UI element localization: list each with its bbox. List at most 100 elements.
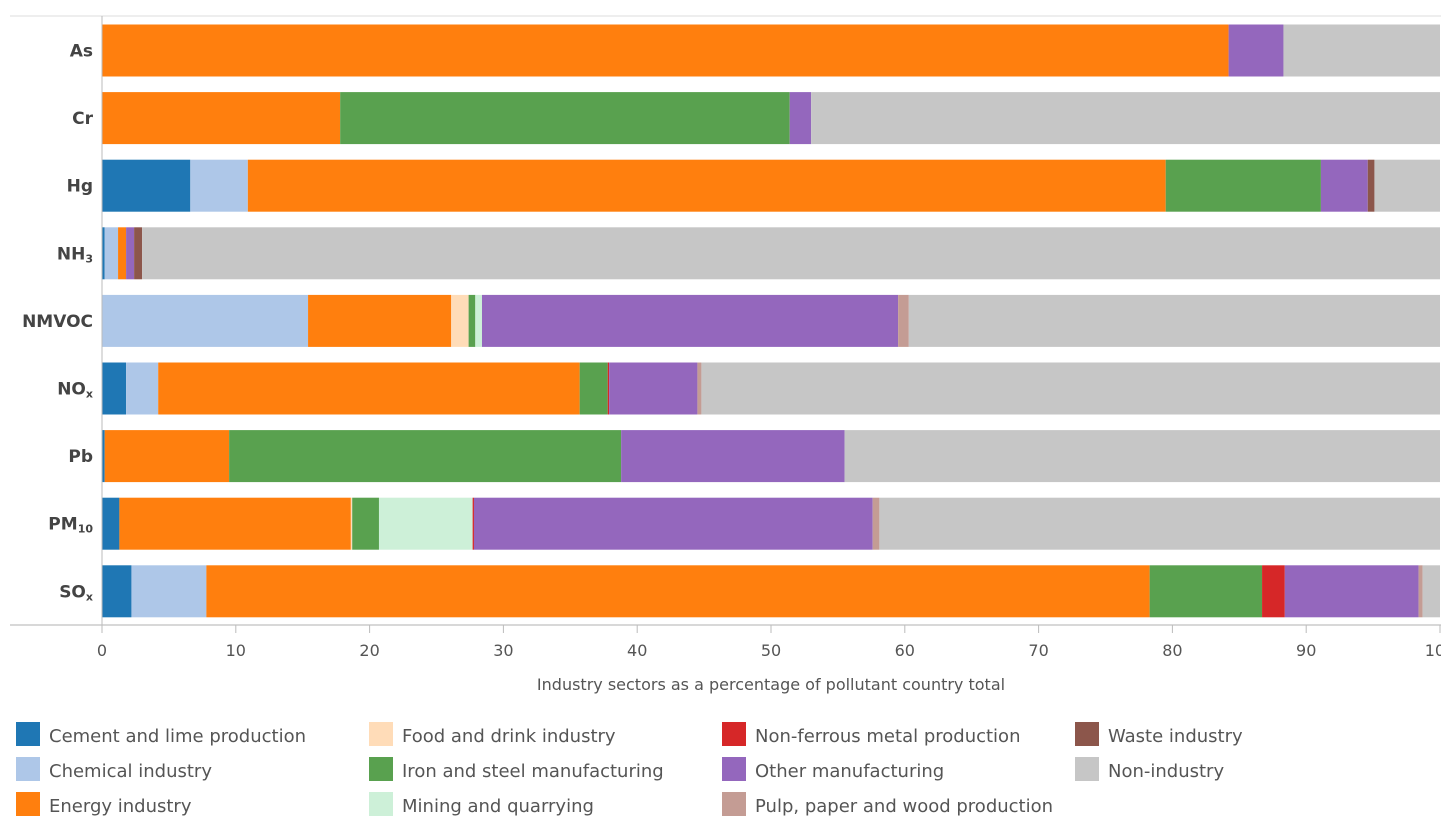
bar-segment — [158, 362, 580, 415]
x-tick-label: 90 — [1296, 641, 1316, 660]
bar-segment — [1320, 159, 1368, 212]
x-axis-ticks: 0 10 20 30 40 50 60 70 80 90 100 — [97, 625, 1441, 660]
bar-segment — [468, 294, 476, 347]
legend-swatch — [369, 792, 393, 816]
legend-swatch — [16, 722, 40, 746]
category-label: SOx — [59, 582, 93, 603]
bar-segment — [102, 159, 191, 212]
x-tick-label: 100 — [1425, 641, 1441, 660]
legend-label: Waste industry — [1108, 726, 1243, 747]
category-label: PM10 — [48, 515, 93, 536]
bar-segment — [350, 497, 353, 550]
bar-segment — [126, 227, 135, 280]
category-label: NH3 — [57, 244, 93, 265]
category-label-subscript: 10 — [78, 523, 94, 536]
category-label-subscript: x — [86, 590, 93, 603]
x-tick-label: 40 — [627, 641, 647, 660]
bar-segment — [229, 430, 622, 483]
bars-group — [102, 24, 1440, 618]
x-tick-label: 60 — [895, 641, 915, 660]
bar-segment — [118, 227, 127, 280]
legend-swatch — [722, 757, 746, 781]
bar-segment — [621, 430, 845, 483]
bar-segment — [102, 497, 120, 550]
bar-segment — [1374, 159, 1440, 212]
bar-segment — [102, 362, 127, 415]
legend-label: Iron and steel manufacturing — [402, 761, 664, 782]
category-label-subscript: x — [86, 388, 93, 401]
bar-segment — [104, 430, 230, 483]
bar-segment — [1262, 565, 1285, 618]
bar-segment — [473, 497, 873, 550]
bar-segment — [134, 227, 143, 280]
bar-segment — [872, 497, 880, 550]
legend-label: Non-ferrous metal production — [755, 726, 1020, 747]
category-label: Pb — [68, 447, 93, 467]
legend-label: Mining and quarrying — [402, 796, 594, 817]
bar-segment — [481, 294, 899, 347]
category-labels: As Cr Hg NH3 NMVOC NOx Pb PM10 SOx — [22, 42, 94, 604]
legend-swatch — [369, 757, 393, 781]
bar-segment — [247, 159, 1166, 212]
bar-segment — [1422, 565, 1440, 618]
bar-segment — [1367, 159, 1375, 212]
legend: Cement and lime production Chemical indus… — [16, 722, 1243, 817]
bar-segment — [472, 497, 474, 550]
bar-segment — [308, 294, 452, 347]
x-tick-label: 10 — [226, 641, 246, 660]
category-label: NOx — [57, 380, 93, 401]
bar-segment — [879, 497, 1440, 550]
bar-segment — [352, 497, 379, 550]
legend-label: Non-industry — [1108, 761, 1224, 782]
x-tick-label: 80 — [1162, 641, 1182, 660]
bar-segment — [102, 294, 309, 347]
legend-swatch — [722, 792, 746, 816]
x-tick-label: 50 — [761, 641, 781, 660]
bar-segment — [102, 565, 132, 618]
legend-label: Pulp, paper and wood production — [755, 796, 1053, 817]
legend-swatch — [16, 792, 40, 816]
bar-segment — [1283, 24, 1440, 77]
bar-segment — [1284, 565, 1419, 618]
bar-segment — [898, 294, 909, 347]
bar-segment — [206, 565, 1150, 618]
legend-swatch — [369, 722, 393, 746]
x-axis-title: Industry sectors as a percentage of poll… — [537, 675, 1005, 694]
bar-segment — [102, 227, 105, 280]
bar-segment — [126, 362, 159, 415]
legend-label: Energy industry — [49, 796, 192, 817]
legend-label: Food and drink industry — [402, 726, 616, 747]
bar-segment — [789, 92, 812, 145]
legend-label: Cement and lime production — [49, 726, 306, 747]
x-tick-label: 70 — [1028, 641, 1048, 660]
bar-segment — [340, 92, 790, 145]
legend-label: Other manufacturing — [755, 761, 944, 782]
bar-segment — [102, 24, 1229, 77]
legend-swatch — [1075, 757, 1099, 781]
bar-segment — [579, 362, 608, 415]
x-tick-label: 20 — [359, 641, 379, 660]
bar-segment — [104, 227, 119, 280]
bar-segment — [142, 227, 1440, 280]
bar-segment — [1418, 565, 1423, 618]
bar-segment — [451, 294, 469, 347]
bar-segment — [102, 430, 105, 483]
bar-segment — [190, 159, 248, 212]
bar-segment — [908, 294, 1440, 347]
bar-segment — [609, 362, 698, 415]
bar-segment — [844, 430, 1440, 483]
bar-segment — [1228, 24, 1284, 77]
bar-segment — [1149, 565, 1263, 618]
bar-segment — [607, 362, 610, 415]
x-tick-label: 30 — [493, 641, 513, 660]
category-label: Hg — [67, 177, 93, 197]
legend-label: Chemical industry — [49, 761, 212, 782]
legend-swatch — [16, 757, 40, 781]
category-label: NMVOC — [22, 312, 93, 332]
bar-segment — [119, 497, 351, 550]
bar-segment — [475, 294, 482, 347]
bar-segment — [102, 92, 341, 145]
x-tick-label: 0 — [97, 641, 107, 660]
legend-swatch — [1075, 722, 1099, 746]
